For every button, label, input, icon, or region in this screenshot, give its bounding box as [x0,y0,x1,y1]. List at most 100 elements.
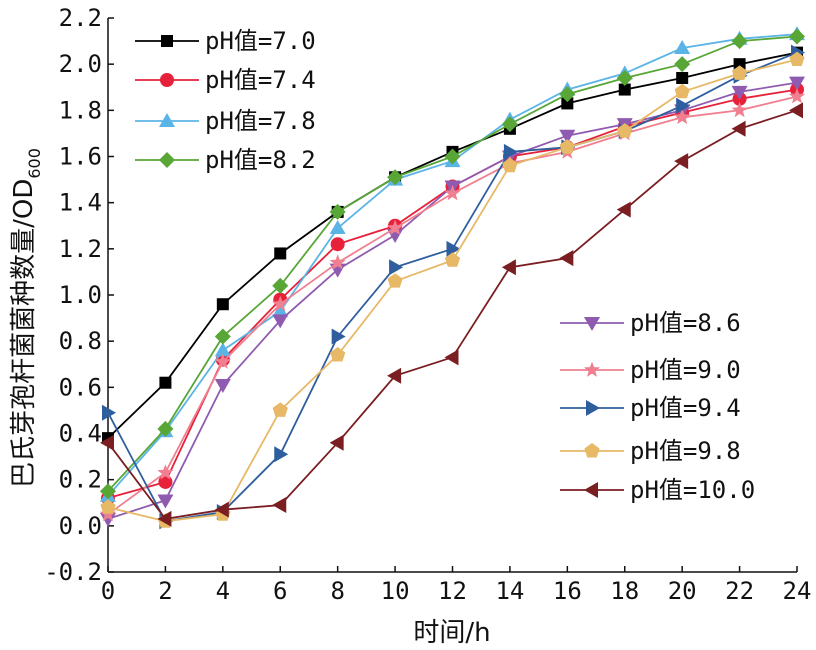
series-8 [100,51,805,528]
data-point [559,250,574,267]
data-point [559,129,576,144]
data-point [330,347,346,362]
data-point [616,201,631,218]
data-point [444,349,459,366]
legend-swatch-marker [584,443,600,458]
y-tick-label: 0.6 [59,373,102,401]
data-point [331,328,346,345]
data-point [559,86,576,103]
data-point [561,97,574,110]
y-tick-label: 0.0 [59,512,102,540]
legend-label: pH值=8.2 [205,146,316,174]
legend-label: pH值=7.8 [205,107,316,135]
data-point [214,353,231,369]
y-tick-label: 2.0 [59,50,102,78]
y-axis-title-subscript: 600 [25,148,44,179]
x-tick-label: 14 [495,577,524,605]
data-point [444,252,461,267]
x-tick-label: 6 [273,577,287,605]
data-point [501,116,518,133]
data-point [788,88,806,104]
legend-swatch-marker [159,113,175,127]
data-point [157,464,174,480]
data-point [387,367,402,384]
x-tick-label: 8 [330,577,344,605]
data-point [444,184,461,201]
data-point [789,102,803,119]
legend-swatch-marker [159,152,175,168]
legend-item: pH值=8.6 [560,309,741,337]
data-point [676,72,689,85]
data-point [444,148,461,165]
data-point [674,108,691,125]
data-point [501,259,516,276]
data-point [502,157,518,173]
legend-item: pH值=7.0 [135,27,316,55]
series-layer [99,26,806,530]
data-point [387,219,404,235]
legend: pH值=7.0 pH值=7.4 pH值=7.8 pH值=8.2 pH值=8.6 pH值=9… [135,27,755,504]
legend-item: pH值=10.0 [560,476,755,504]
y-axis-title-main: 巴氏芽孢杆菌菌种数量/OD [9,179,39,488]
data-point [733,58,746,71]
x-tick-label: 0 [101,577,115,605]
y-tick-label: 0.2 [59,466,102,494]
data-point [789,51,805,66]
data-point [731,33,748,50]
data-point [329,254,346,270]
x-tick-label: 2 [158,577,172,605]
legend-item: pH值=9.8 [560,437,741,465]
data-point [674,83,690,99]
data-point [731,85,748,100]
series-4 [100,28,805,500]
data-point [674,153,689,170]
data-point [216,298,229,311]
legend-swatch-marker [160,73,174,87]
data-point [214,379,231,394]
data-point [214,501,229,518]
data-point [100,512,116,527]
data-point [617,123,633,138]
data-point [674,56,691,73]
data-point [272,303,289,318]
y-tick-label: -0.2 [44,558,102,586]
x-tick-label: 10 [381,577,410,605]
legend-label: pH值=7.0 [205,27,316,55]
data-point [274,446,289,463]
data-point [618,83,631,96]
legend-item: pH值=7.8 [135,107,316,135]
series-9 [100,102,803,527]
data-point [676,97,691,114]
legend-label: pH值=10.0 [630,476,755,504]
data-point [559,139,575,154]
y-tick-label: 1.2 [59,235,102,263]
y-tick-label: 0.8 [59,327,102,355]
data-point [100,483,116,500]
data-point [214,328,231,345]
legend-item: pH值=9.4 [560,394,741,422]
data-point [159,376,172,389]
data-point [329,434,344,451]
data-point [387,169,404,186]
x-axis-title: 时间/h [413,618,490,648]
x-tick-label: 16 [553,577,582,605]
legend-swatch-marker [584,482,598,498]
data-point [616,70,633,87]
x-tick-label: 20 [668,577,697,605]
data-point [789,28,805,45]
data-point [674,40,691,55]
y-tick-label: 0.4 [59,420,102,448]
data-point [329,203,346,220]
svg-text:巴氏芽孢杆菌菌种数量/OD600: 巴氏芽孢杆菌菌种数量/OD600 [9,148,44,488]
data-point [100,499,116,514]
data-point [272,314,289,329]
legend-swatch-marker [586,400,600,416]
data-point [731,101,748,118]
y-tick-label: 1.8 [59,96,102,124]
data-point [389,259,404,276]
x-tick-label: 22 [725,577,754,605]
data-point [789,76,805,91]
data-point [446,240,461,257]
data-point [157,510,172,527]
